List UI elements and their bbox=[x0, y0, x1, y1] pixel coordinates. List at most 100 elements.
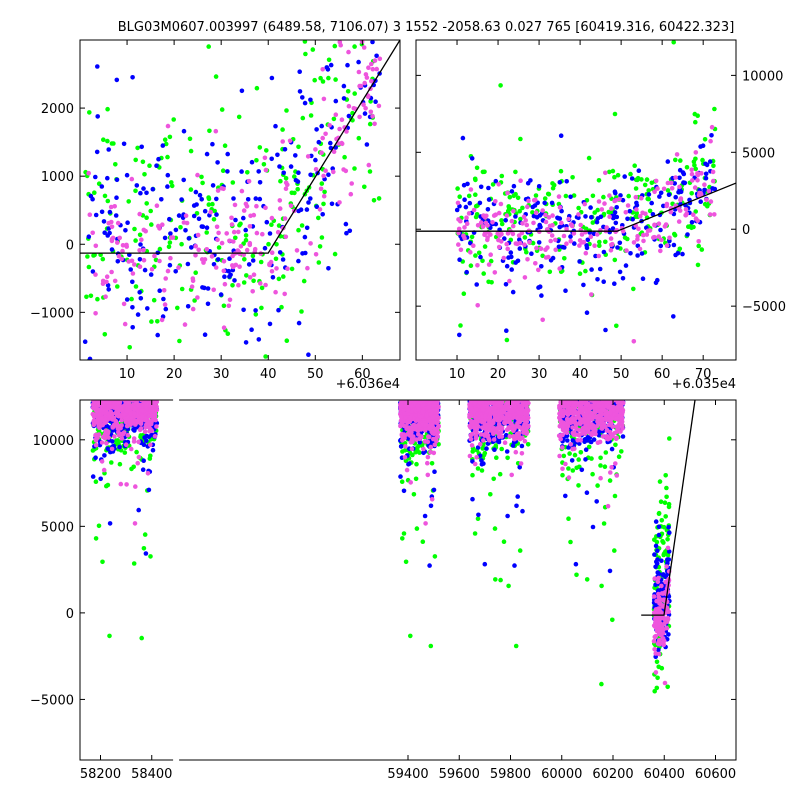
data-point bbox=[525, 223, 530, 228]
data-point bbox=[432, 373, 437, 378]
data-point bbox=[165, 184, 170, 189]
data-point bbox=[542, 201, 547, 206]
data-point bbox=[100, 388, 105, 393]
data-point bbox=[133, 361, 138, 366]
data-point bbox=[458, 323, 463, 328]
data-point bbox=[85, 254, 90, 259]
data-point bbox=[152, 357, 157, 362]
data-point bbox=[116, 389, 121, 394]
data-point bbox=[412, 364, 417, 369]
data-point bbox=[112, 337, 117, 342]
data-point bbox=[135, 352, 140, 357]
data-point bbox=[423, 341, 428, 346]
data-point bbox=[285, 266, 290, 271]
data-point bbox=[462, 225, 467, 230]
data-point bbox=[597, 254, 602, 259]
data-point bbox=[252, 272, 257, 277]
data-point bbox=[425, 293, 430, 298]
data-point bbox=[405, 284, 410, 289]
data-point bbox=[308, 173, 313, 178]
data-point bbox=[301, 116, 306, 121]
data-point bbox=[416, 347, 421, 352]
data-point bbox=[499, 202, 504, 207]
data-point bbox=[302, 279, 307, 284]
data-point bbox=[457, 227, 462, 232]
data-point bbox=[410, 352, 415, 357]
data-point bbox=[428, 349, 433, 354]
data-point bbox=[424, 335, 429, 340]
data-point bbox=[108, 326, 113, 331]
data-point bbox=[131, 382, 136, 387]
data-point bbox=[406, 344, 411, 349]
data-point bbox=[419, 388, 424, 393]
data-point bbox=[404, 560, 409, 565]
data-point bbox=[404, 376, 409, 381]
data-point bbox=[417, 393, 422, 398]
data-point bbox=[196, 233, 201, 238]
data-point bbox=[245, 248, 250, 253]
data-point bbox=[252, 213, 257, 218]
data-point bbox=[401, 376, 406, 381]
data-point bbox=[473, 192, 478, 197]
data-point bbox=[424, 376, 429, 381]
data-point bbox=[103, 428, 108, 433]
data-point bbox=[407, 370, 412, 375]
data-point bbox=[428, 360, 433, 365]
data-point bbox=[404, 373, 409, 378]
data-point bbox=[434, 333, 439, 338]
data-point bbox=[232, 278, 237, 283]
data-point bbox=[434, 311, 439, 316]
data-point bbox=[141, 382, 146, 387]
data-point bbox=[490, 220, 495, 225]
data-point bbox=[399, 268, 404, 273]
data-point bbox=[142, 335, 147, 340]
data-point bbox=[141, 195, 146, 200]
data-point bbox=[424, 351, 429, 356]
data-point bbox=[475, 166, 480, 171]
data-point bbox=[152, 379, 157, 384]
data-point bbox=[110, 366, 115, 371]
data-point bbox=[420, 382, 425, 387]
data-point bbox=[419, 329, 424, 334]
data-point bbox=[122, 384, 127, 389]
data-point bbox=[648, 228, 653, 233]
data-point bbox=[141, 458, 146, 463]
data-point bbox=[118, 462, 123, 467]
data-point bbox=[402, 274, 407, 279]
data-point bbox=[153, 388, 158, 393]
data-point bbox=[139, 389, 144, 394]
data-point bbox=[119, 405, 124, 410]
data-point bbox=[402, 354, 407, 359]
data-point bbox=[630, 379, 635, 384]
data-point bbox=[406, 370, 411, 375]
data-point bbox=[206, 302, 211, 307]
data-point bbox=[408, 297, 413, 302]
data-point bbox=[147, 414, 152, 419]
y-tick-label: 0 bbox=[742, 223, 750, 238]
data-point bbox=[98, 340, 103, 345]
data-point bbox=[319, 150, 324, 155]
data-point bbox=[111, 354, 116, 359]
data-point bbox=[427, 312, 432, 317]
data-point bbox=[689, 191, 694, 196]
data-point bbox=[425, 308, 430, 313]
data-point bbox=[300, 95, 305, 100]
data-point bbox=[436, 286, 441, 291]
data-point bbox=[120, 334, 125, 339]
data-point bbox=[430, 376, 435, 381]
data-point bbox=[262, 162, 267, 167]
data-point bbox=[431, 393, 436, 398]
data-point bbox=[108, 363, 113, 368]
data-point bbox=[142, 316, 147, 321]
data-point bbox=[103, 394, 108, 399]
data-point bbox=[632, 163, 637, 168]
data-point bbox=[478, 201, 483, 206]
data-point bbox=[368, 122, 373, 127]
data-point bbox=[550, 233, 555, 238]
data-point bbox=[137, 371, 142, 376]
data-point bbox=[689, 168, 694, 173]
data-point bbox=[427, 368, 432, 373]
data-point bbox=[123, 228, 128, 233]
data-point bbox=[431, 392, 436, 397]
data-point bbox=[141, 376, 146, 381]
